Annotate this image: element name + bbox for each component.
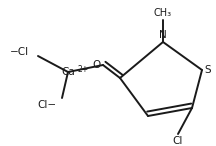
Text: N: N (159, 30, 167, 40)
Text: Cl−: Cl− (38, 100, 57, 110)
Text: S: S (204, 65, 211, 75)
Text: CH₃: CH₃ (154, 8, 172, 18)
Text: Cl: Cl (173, 136, 183, 146)
Text: Ca: Ca (61, 67, 75, 77)
Text: O: O (93, 60, 101, 70)
Text: 2+: 2+ (78, 65, 89, 73)
Text: −Cl: −Cl (10, 47, 29, 57)
